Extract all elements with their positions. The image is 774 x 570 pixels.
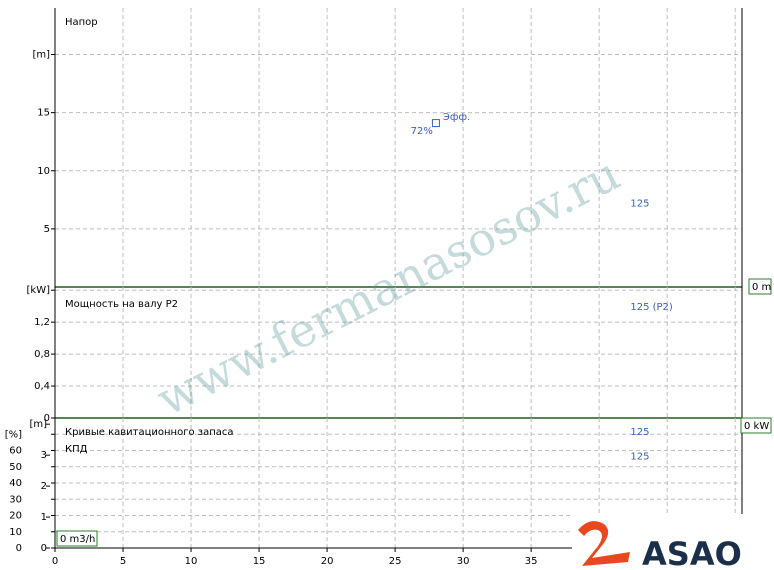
x-tick-label: 10 xyxy=(185,556,198,567)
y-tick-label: 40 xyxy=(9,478,22,489)
x-tick-label: 30 xyxy=(457,556,470,567)
y-tick-label: 0,8 xyxy=(34,349,50,360)
panel-title: Мощность на валу P2 xyxy=(65,299,178,310)
y-tick-label: 15 xyxy=(37,108,50,119)
y-tick-label: 50 xyxy=(9,462,22,473)
y-tick-label: 0,4 xyxy=(34,381,50,392)
readout: 0 m xyxy=(752,282,771,293)
y2-tick-label: [m] xyxy=(29,419,47,430)
logo: ASAO xyxy=(572,514,772,570)
readout-box xyxy=(748,278,772,295)
y-tick-label: 0 xyxy=(44,413,50,424)
readout-box xyxy=(740,417,772,434)
y-tick-label: 0 xyxy=(16,543,22,554)
y2-tick-label: 3 xyxy=(41,450,47,461)
y-tick-label: [kW] xyxy=(27,285,51,296)
y-tick-label: 60 xyxy=(9,446,22,457)
y2-tick-label: 1 xyxy=(41,512,47,523)
bep-efficiency: 72% xyxy=(411,126,433,137)
panel-title: Напор xyxy=(65,17,98,28)
y-tick-label: [m] xyxy=(32,50,50,61)
x-tick-label: 0 xyxy=(52,556,58,567)
readout: 0 m3/h xyxy=(60,534,95,545)
y-tick-label: 20 xyxy=(9,511,22,522)
curve-label: 125 xyxy=(630,427,649,438)
x-tick-label: 25 xyxy=(389,556,402,567)
x-tick-label: 5 xyxy=(120,556,126,567)
y-tick-label: 5 xyxy=(44,224,50,235)
logo-text: ASAO xyxy=(642,535,742,570)
logo-mark xyxy=(578,521,630,566)
readout: 0 kW xyxy=(744,421,769,432)
y-tick-label: 10 xyxy=(37,166,50,177)
panel-subtitle: КПД xyxy=(65,444,88,455)
x-tick-label: 15 xyxy=(253,556,266,567)
bep-marker xyxy=(431,119,440,128)
y-tick-label: 30 xyxy=(9,494,22,505)
x-tick-label: 20 xyxy=(321,556,334,567)
bep-label: Эфф. xyxy=(443,112,470,123)
curve-label: 125 xyxy=(630,198,649,209)
curve-label: 125 (P2) xyxy=(630,302,673,313)
y-tick-label: 1,2 xyxy=(34,317,50,328)
y2-tick-label: 2 xyxy=(41,481,47,492)
readout-box xyxy=(56,530,98,547)
y2-tick-label: 0 xyxy=(41,543,47,554)
y-tick-label: [%] xyxy=(5,429,22,440)
curve-label: 125 xyxy=(630,451,649,462)
x-tick-label: 35 xyxy=(525,556,538,567)
y-tick-label: 10 xyxy=(9,527,22,538)
panel-title: Кривые кавитационного запаса xyxy=(65,427,234,438)
